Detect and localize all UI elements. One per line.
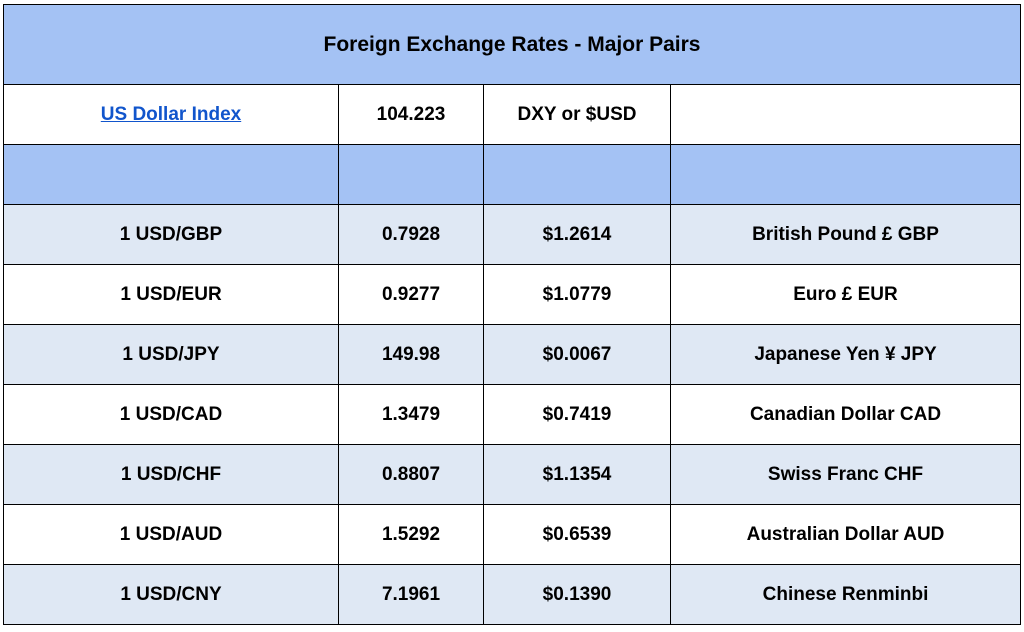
- currency-name-cell: Canadian Dollar CAD: [669, 384, 1022, 445]
- currency-name-cell: Chinese Renminbi: [669, 564, 1022, 625]
- title-row: Foreign Exchange Rates - Major Pairs: [2, 4, 1022, 85]
- rate-cell: 1.3479: [338, 384, 484, 445]
- table-title: Foreign Exchange Rates - Major Pairs: [2, 4, 1022, 85]
- pair-cell: 1 USD/CNY: [3, 564, 339, 625]
- index-value-cell: 104.223: [338, 84, 484, 145]
- table-row: 1 USD/EUR 0.9277 $1.0779 Euro £ EUR: [3, 264, 1022, 325]
- index-symbol-cell: DXY or $USD: [483, 84, 671, 145]
- currency-name-cell: British Pound £ GBP: [669, 204, 1022, 265]
- rate-cell: 0.9277: [338, 264, 484, 325]
- pair-cell: 1 USD/GBP: [3, 204, 339, 265]
- usd-value-cell: $1.0779: [483, 264, 671, 325]
- usd-value-cell: $0.6539: [483, 504, 671, 565]
- pair-cell: 1 USD/JPY: [3, 324, 339, 385]
- pair-cell: 1 USD/CAD: [3, 384, 339, 445]
- fx-rates-table: Foreign Exchange Rates - Major Pairs US …: [2, 4, 1022, 625]
- spacer-cell: [338, 144, 484, 205]
- spacer-cell: [669, 144, 1022, 205]
- table-row: 1 USD/CNY 7.1961 $0.1390 Chinese Renminbi: [3, 564, 1022, 625]
- rate-cell: 1.5292: [338, 504, 484, 565]
- currency-name-cell: Japanese Yen ¥ JPY: [669, 324, 1022, 385]
- index-row: US Dollar Index 104.223 DXY or $USD: [3, 84, 1022, 145]
- currency-name-cell: Australian Dollar AUD: [669, 504, 1022, 565]
- table-row: 1 USD/AUD 1.5292 $0.6539 Australian Dollar …: [3, 504, 1022, 565]
- rate-cell: 0.7928: [338, 204, 484, 265]
- usd-value-cell: $1.1354: [483, 444, 671, 505]
- usd-value-cell: $0.0067: [483, 324, 671, 385]
- table-row: 1 USD/JPY 149.98 $0.0067 Japanese Yen ¥ JPY: [3, 324, 1022, 385]
- rate-cell: 149.98: [338, 324, 484, 385]
- usd-value-cell: $0.7419: [483, 384, 671, 445]
- usd-value-cell: $0.1390: [483, 564, 671, 625]
- pair-cell: 1 USD/AUD: [3, 504, 339, 565]
- rate-cell: 7.1961: [338, 564, 484, 625]
- spacer-cell: [3, 144, 339, 205]
- currency-name-cell: Swiss Franc CHF: [669, 444, 1022, 505]
- table-row: 1 USD/GBP 0.7928 $1.2614 British Pound £ GB…: [3, 204, 1022, 265]
- table-row: 1 USD/CAD 1.3479 $0.7419 Canadian Dollar CA…: [3, 384, 1022, 445]
- index-extra-cell: [669, 84, 1022, 145]
- rate-cell: 0.8807: [338, 444, 484, 505]
- usd-value-cell: $1.2614: [483, 204, 671, 265]
- pair-cell: 1 USD/EUR: [3, 264, 339, 325]
- currency-name-cell: Euro £ EUR: [669, 264, 1022, 325]
- index-name-cell: US Dollar Index: [3, 84, 339, 145]
- pair-cell: 1 USD/CHF: [3, 444, 339, 505]
- rates-body: 1 USD/GBP 0.7928 $1.2614 British Pound £ GB…: [3, 204, 1022, 625]
- table-row: 1 USD/CHF 0.8807 $1.1354 Swiss Franc CHF: [3, 444, 1022, 505]
- spacer-cell: [483, 144, 671, 205]
- spacer-row: [3, 144, 1022, 205]
- us-dollar-index-link[interactable]: US Dollar Index: [100, 103, 242, 125]
